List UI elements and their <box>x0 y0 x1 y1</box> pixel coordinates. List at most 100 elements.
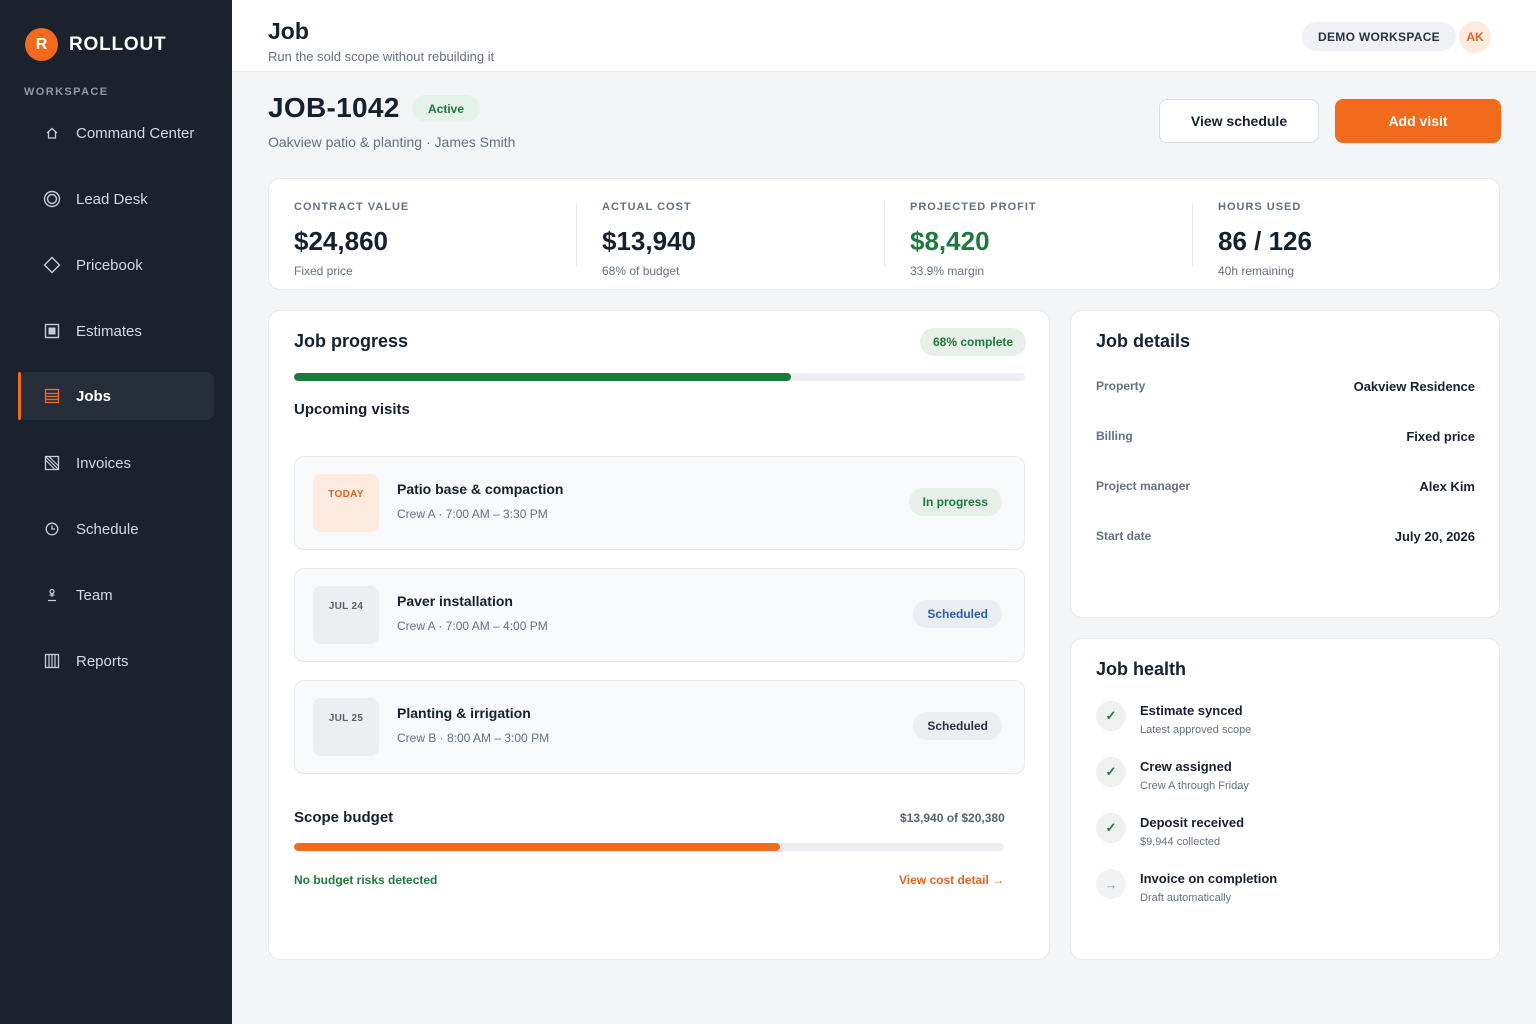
detail-row-property: Property Oakview Residence <box>1096 379 1475 394</box>
sidebar-item-label: Reports <box>76 652 129 670</box>
job-progress-bar <box>294 373 1025 381</box>
view-schedule-button[interactable]: View schedule <box>1159 99 1319 143</box>
job-meta: Oakview patio & planting · James Smith <box>268 134 516 150</box>
stat-label: HOURS USED <box>1218 201 1302 213</box>
detail-label: Start date <box>1096 529 1152 543</box>
upcoming-visits-heading: Upcoming visits <box>294 401 410 418</box>
add-visit-button[interactable]: Add visit <box>1335 99 1501 143</box>
brand-logo: R <box>25 28 58 61</box>
health-sub: $9,944 collected <box>1140 836 1221 848</box>
visit-card[interactable]: JUL 25 Planting & irrigation Crew B · 8:… <box>294 680 1025 774</box>
sidebar-item-invoices[interactable]: Invoices <box>18 439 214 487</box>
completion-badge: 68% complete <box>920 328 1027 356</box>
sidebar-item-lead-desk[interactable]: Lead Desk <box>18 175 214 223</box>
columns-icon <box>43 652 61 670</box>
visit-title: Patio base & compaction <box>397 481 564 497</box>
stat-divider <box>1192 203 1193 267</box>
visit-title: Planting & irrigation <box>397 705 531 721</box>
visit-date: JUL 24 <box>313 586 379 644</box>
card-title: Job health <box>1096 659 1187 679</box>
visit-status-badge: Scheduled <box>913 712 1002 740</box>
detail-row-billing: Billing Fixed price <box>1096 429 1475 444</box>
health-title: Deposit received <box>1140 815 1245 830</box>
stat-sub: 68% of budget <box>602 264 680 278</box>
brand[interactable]: R ROLLOUT <box>25 28 166 61</box>
card-title: Job details <box>1096 331 1191 351</box>
visit-date: TODAY <box>313 474 379 532</box>
health-title: Estimate synced <box>1140 703 1243 718</box>
detail-value: Alex Kim <box>1419 479 1475 494</box>
stat-divider <box>576 203 577 267</box>
workspace-switcher[interactable]: DEMO WORKSPACE <box>1302 22 1456 51</box>
stat-label: ACTUAL COST <box>602 201 692 213</box>
sidebar-item-label: Jobs <box>76 387 112 405</box>
visit-status-badge: Scheduled <box>913 600 1002 628</box>
detail-row-start-date: Start date July 20, 2026 <box>1096 529 1475 544</box>
job-progress-fill <box>294 373 792 381</box>
list-icon <box>43 387 61 405</box>
diamond-icon <box>43 256 61 274</box>
health-title: Crew assigned <box>1140 759 1232 774</box>
sidebar-item-team[interactable]: Team <box>18 571 214 619</box>
sidebar-item-schedule[interactable]: Schedule <box>18 505 214 553</box>
health-title: Invoice on completion <box>1140 871 1278 886</box>
view-cost-detail-link[interactable]: View cost detail → <box>899 873 1005 887</box>
sidebar-item-label: Lead Desk <box>76 190 148 208</box>
health-sub: Crew A through Friday <box>1140 780 1249 792</box>
sidebar-item-reports[interactable]: Reports <box>18 637 214 685</box>
sidebar-item-label: Team <box>76 586 113 604</box>
detail-row-project-manager: Project manager Alex Kim <box>1096 479 1475 494</box>
home-icon <box>43 124 61 142</box>
page-subtitle: Run the sold scope without rebuilding it <box>268 49 495 64</box>
job-health-card: Job health ✓ Estimate synced Latest appr… <box>1070 638 1500 960</box>
status-badge: Active <box>412 95 481 122</box>
clock-icon <box>43 520 61 538</box>
job-progress-card: Job progress 68% complete Upcoming visit… <box>268 310 1050 960</box>
visit-card[interactable]: JUL 24 Paver installation Crew A · 7:00 … <box>294 568 1025 662</box>
visit-card[interactable]: TODAY Patio base & compaction Crew A · 7… <box>294 456 1025 550</box>
sidebar-item-estimates[interactable]: Estimates <box>18 307 214 355</box>
visit-status-badge: In progress <box>908 488 1002 516</box>
check-icon: ✓ <box>1096 757 1126 787</box>
stat-divider <box>884 203 885 267</box>
stat-contract-value: CONTRACT VALUE $24,860 Fixed price <box>294 201 409 278</box>
sidebar-item-command-center[interactable]: Command Center <box>18 109 214 157</box>
target-icon <box>43 190 61 208</box>
avatar[interactable]: AK <box>1459 21 1491 53</box>
sidebar-item-jobs[interactable]: Jobs <box>18 372 214 420</box>
sidebar-item-label: Schedule <box>76 520 139 538</box>
stat-actual-cost: ACTUAL COST $13,940 68% of budget <box>602 201 696 278</box>
visit-title: Paver installation <box>397 593 513 609</box>
detail-value: July 20, 2026 <box>1394 529 1475 544</box>
health-sub: Latest approved scope <box>1140 724 1252 736</box>
detail-value: Oakview Residence <box>1353 379 1475 394</box>
person-icon <box>43 586 61 604</box>
card-title: Job progress <box>294 331 409 351</box>
stat-value: $13,940 <box>602 226 696 256</box>
detail-value: Fixed price <box>1406 429 1475 444</box>
stat-value: $8,420 <box>910 226 990 256</box>
visit-crew-time: Crew B · 8:00 AM – 3:00 PM <box>397 731 550 745</box>
stat-sub: 40h remaining <box>1218 264 1295 278</box>
visit-crew-time: Crew A · 7:00 AM – 4:00 PM <box>397 619 548 633</box>
sidebar-item-label: Command Center <box>76 124 195 142</box>
budget-risk-status: No budget risks detected <box>294 873 438 887</box>
stats-card: CONTRACT VALUE $24,860 Fixed price ACTUA… <box>268 178 1500 290</box>
page-title: Job <box>268 18 309 44</box>
invoice-icon <box>43 454 61 472</box>
detail-label: Billing <box>1096 429 1133 443</box>
visit-crew-time: Crew A · 7:00 AM – 3:30 PM <box>397 507 548 521</box>
square-icon <box>43 322 61 340</box>
stat-hours-used: HOURS USED 86 / 126 40h remaining <box>1218 201 1312 278</box>
sidebar-item-label: Invoices <box>76 454 132 472</box>
check-icon: ✓ <box>1096 813 1126 843</box>
budget-amount: $13,940 of $20,380 <box>900 811 1005 825</box>
visit-date: JUL 25 <box>313 698 379 756</box>
sidebar-item-label: Estimates <box>76 322 142 340</box>
topbar: Job Run the sold scope without rebuildin… <box>232 0 1536 72</box>
stat-sub: Fixed price <box>294 264 353 278</box>
sidebar-item-pricebook[interactable]: Pricebook <box>18 241 214 289</box>
scope-budget-heading: Scope budget <box>294 809 394 826</box>
stat-projected-profit: PROJECTED PROFIT $8,420 33.9% margin <box>910 201 1037 278</box>
budget-progress-fill <box>294 843 780 851</box>
